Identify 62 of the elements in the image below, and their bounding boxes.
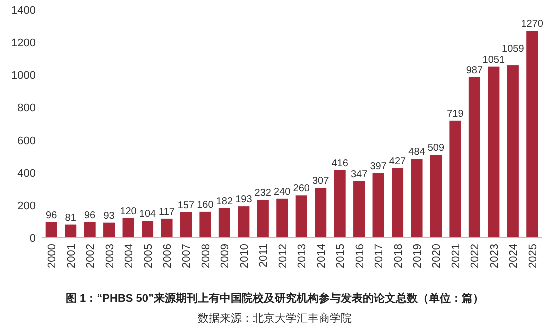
data-label: 397 xyxy=(370,161,388,172)
data-label: 427 xyxy=(389,156,407,168)
y-tick-label: 800 xyxy=(18,102,36,115)
x-tick-label: 2002 xyxy=(85,244,98,268)
data-label: 416 xyxy=(332,158,349,170)
x-tick-label: 2022 xyxy=(470,244,482,268)
y-tick-label: 200 xyxy=(18,200,36,212)
x-tick-label: 2024 xyxy=(508,244,520,268)
data-label: 347 xyxy=(350,169,368,180)
x-tick-label: 2017 xyxy=(374,244,386,268)
x-tick-label: 2018 xyxy=(392,244,405,268)
data-label: 182 xyxy=(216,196,234,208)
x-tick-label: 2005 xyxy=(142,244,155,268)
y-tick-label: 400 xyxy=(18,168,36,180)
data-label: 96 xyxy=(46,210,58,222)
data-label: 232 xyxy=(254,188,272,200)
x-tick-label: 2015 xyxy=(335,244,348,268)
data-label: 81 xyxy=(65,212,77,224)
x-tick-label: 2011 xyxy=(258,244,270,268)
data-label: 96 xyxy=(84,210,96,222)
x-tick-label: 2004 xyxy=(124,244,136,268)
x-tick-label: 2003 xyxy=(104,244,116,268)
data-label: 120 xyxy=(120,206,138,218)
text: 图 1：“PHBS 50”来源期刊上有中国院校及研究机构参与发表的论文总数（单位：篇） xyxy=(66,292,484,305)
x-tick-label: 2001 xyxy=(66,244,78,268)
data-label: 104 xyxy=(139,209,157,220)
data-label: 240 xyxy=(274,186,292,198)
data-label: 160 xyxy=(197,200,214,211)
y-tick-label: 0 xyxy=(30,233,36,245)
x-tick-label: 2010 xyxy=(238,244,251,268)
x-tick-label: 2016 xyxy=(354,244,366,268)
x-tick-label: 2009 xyxy=(220,244,232,268)
data-label: 260 xyxy=(293,184,310,195)
x-tick-label: 2008 xyxy=(200,244,212,268)
data-label: 1059 xyxy=(502,44,525,55)
x-tick-label: 2006 xyxy=(162,244,174,268)
y-tick-label: 1400 xyxy=(12,5,36,17)
y-tick-label: 1000 xyxy=(12,70,36,82)
source-note: 数据来源：北京大学汇丰商学院 xyxy=(198,312,352,325)
data-label: 193 xyxy=(236,194,253,206)
data-label: 1051 xyxy=(482,54,506,66)
x-tick-label: 2019 xyxy=(412,244,424,268)
data-label: 157 xyxy=(178,200,196,212)
data-label: 484 xyxy=(408,147,426,158)
data-label: 719 xyxy=(447,108,464,120)
x-tick-label: 2020 xyxy=(431,244,444,268)
x-tick-label: 2000 xyxy=(46,244,59,268)
x-tick-label: 2012 xyxy=(277,244,290,268)
x-tick-label: 2025 xyxy=(527,244,540,268)
x-tick-label: 2023 xyxy=(488,244,501,268)
x-tick-label: 2021 xyxy=(450,244,462,268)
data-label: 987 xyxy=(466,65,484,76)
x-tick-label: 2007 xyxy=(181,244,194,268)
y-tick-label: 600 xyxy=(18,135,36,148)
x-tick-label: 2013 xyxy=(296,244,309,268)
data-label: 117 xyxy=(159,206,176,218)
data-label: 1270 xyxy=(521,19,544,30)
data-label: 509 xyxy=(428,143,446,154)
data-label: 307 xyxy=(312,176,330,188)
x-tick-label: 2014 xyxy=(316,244,328,268)
y-tick-label: 1200 xyxy=(12,38,36,50)
data-label: 93 xyxy=(104,210,116,222)
